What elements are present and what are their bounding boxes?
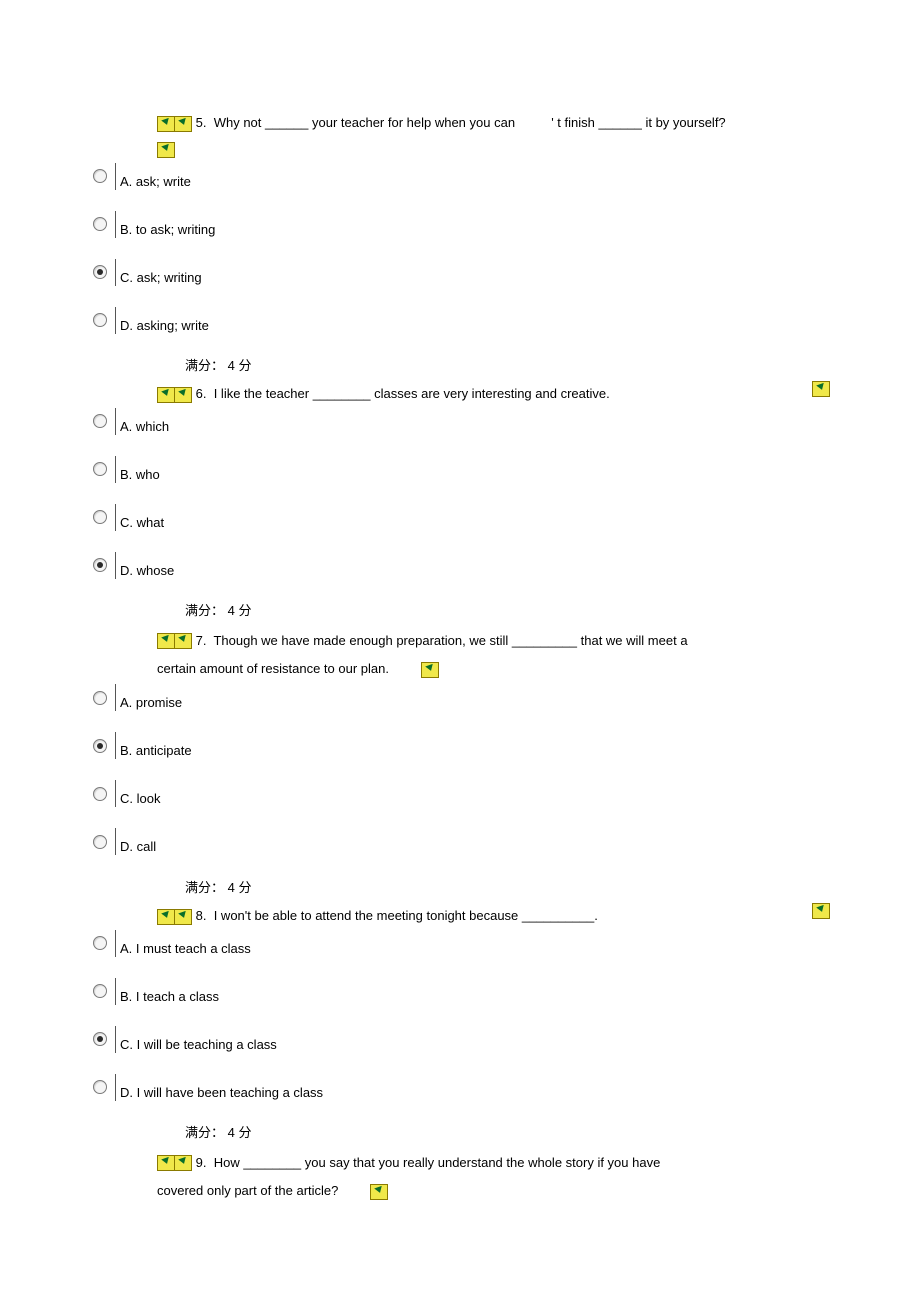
radio-button[interactable] <box>93 265 107 279</box>
question-5: 5. Why not ______ your teacher for help … <box>85 110 860 334</box>
radio-button[interactable] <box>93 510 107 524</box>
option-label: D. asking; write <box>115 307 209 334</box>
question-text: I like the teacher ________ classes are … <box>214 386 610 401</box>
option-row[interactable]: D. asking; write <box>85 306 860 334</box>
question-number: 6. <box>196 386 207 401</box>
marker-icon <box>174 116 192 132</box>
option-row[interactable]: A. promise <box>85 684 860 712</box>
option-label: B. anticipate <box>115 732 192 759</box>
radio-button[interactable] <box>93 691 107 705</box>
option-label: C. what <box>115 504 164 531</box>
marker-icon <box>157 387 175 403</box>
option-label: C. I will be teaching a class <box>115 1026 277 1053</box>
question-6-text: 6. I like the teacher ________ classes a… <box>85 381 860 407</box>
question-7: 满分： 4 分 7. Though we have made enough pr… <box>85 599 860 856</box>
option-row[interactable]: D. call <box>85 828 860 856</box>
score-label: 满分： 4 分 <box>85 354 860 377</box>
score-label: 满分： 4 分 <box>85 599 860 622</box>
question-8: 满分： 4 分 8. I won't be able to attend the… <box>85 876 860 1101</box>
radio-button[interactable] <box>93 984 107 998</box>
option-label: D. whose <box>115 552 174 579</box>
radio-button[interactable] <box>93 313 107 327</box>
option-row[interactable]: C. what <box>85 503 860 531</box>
option-label: A. ask; write <box>115 163 191 190</box>
question-number: 8. <box>196 908 207 923</box>
score-label: 满分： 4 分 <box>85 876 860 899</box>
option-row[interactable]: C. look <box>85 780 860 808</box>
option-row[interactable]: B. who <box>85 455 860 483</box>
score-label: 满分： 4 分 <box>85 1121 860 1144</box>
question-8-text: 8. I won't be able to attend the meeting… <box>85 903 860 929</box>
radio-button[interactable] <box>93 1032 107 1046</box>
question-number: 5. <box>196 115 207 130</box>
marker-icon <box>157 116 175 132</box>
marker-icon-pair <box>157 1155 192 1170</box>
question-text-part: covered only part of the article? <box>157 1183 338 1198</box>
option-row[interactable]: D. whose <box>85 551 860 579</box>
marker-icon-pair <box>157 115 192 130</box>
question-text-part: Though we have made enough preparation, … <box>213 633 687 648</box>
option-label: A. which <box>115 408 169 435</box>
option-label: A. I must teach a class <box>115 930 251 957</box>
radio-button[interactable] <box>93 558 107 572</box>
option-row[interactable]: C. ask; writing <box>85 258 860 286</box>
marker-icon <box>421 662 439 678</box>
marker-icon-pair <box>157 908 192 923</box>
question-9-text: 9. How ________ you say that you really … <box>85 1149 860 1206</box>
option-label: D. call <box>115 828 156 855</box>
question-number: 9. <box>196 1155 207 1170</box>
option-row[interactable]: B. to ask; writing <box>85 210 860 238</box>
question-text: I won't be able to attend the meeting to… <box>214 908 598 923</box>
marker-icon <box>174 909 192 925</box>
option-label: B. to ask; writing <box>115 211 215 238</box>
question-text-part: ' t finish ______ it by yourself? <box>551 115 725 130</box>
option-row[interactable]: C. I will be teaching a class <box>85 1025 860 1053</box>
marker-icon <box>174 387 192 403</box>
option-row[interactable]: B. anticipate <box>85 732 860 760</box>
question-5-text: 5. Why not ______ your teacher for help … <box>85 110 860 162</box>
question-text-part: certain amount of resistance to our plan… <box>157 661 389 676</box>
question-text-part: How ________ you say that you really und… <box>214 1155 661 1170</box>
option-row[interactable]: A. ask; write <box>85 162 860 190</box>
radio-button[interactable] <box>93 936 107 950</box>
radio-button[interactable] <box>93 414 107 428</box>
radio-button[interactable] <box>93 787 107 801</box>
marker-icon-pair <box>157 386 192 401</box>
radio-button[interactable] <box>93 739 107 753</box>
option-row[interactable]: B. I teach a class <box>85 977 860 1005</box>
marker-icon <box>157 633 175 649</box>
option-label: A. promise <box>115 684 182 711</box>
radio-button[interactable] <box>93 217 107 231</box>
radio-button[interactable] <box>93 835 107 849</box>
option-label: C. ask; writing <box>115 259 202 286</box>
marker-icon <box>812 903 830 919</box>
option-row[interactable]: D. I will have been teaching a class <box>85 1073 860 1101</box>
option-label: B. I teach a class <box>115 978 219 1005</box>
marker-icon <box>812 381 830 397</box>
marker-icon <box>174 633 192 649</box>
question-7-text: 7. Though we have made enough preparatio… <box>85 627 860 684</box>
question-9: 满分： 4 分 9. How ________ you say that you… <box>85 1121 860 1206</box>
option-row[interactable]: A. I must teach a class <box>85 929 860 957</box>
quiz-content: 5. Why not ______ your teacher for help … <box>0 0 920 1206</box>
option-label: D. I will have been teaching a class <box>115 1074 323 1101</box>
question-number: 7. <box>196 633 207 648</box>
radio-button[interactable] <box>93 462 107 476</box>
option-label: C. look <box>115 780 160 807</box>
option-label: B. who <box>115 456 160 483</box>
marker-icon <box>157 1155 175 1171</box>
option-row[interactable]: A. which <box>85 407 860 435</box>
radio-button[interactable] <box>93 1080 107 1094</box>
question-6: 满分： 4 分 6. I like the teacher ________ c… <box>85 354 860 579</box>
marker-icon <box>174 1155 192 1171</box>
question-text-part: Why not ______ your teacher for help whe… <box>214 115 515 130</box>
marker-icon <box>157 909 175 925</box>
marker-icon <box>370 1184 388 1200</box>
radio-button[interactable] <box>93 169 107 183</box>
marker-icon <box>157 142 175 158</box>
marker-icon-pair <box>157 633 192 648</box>
